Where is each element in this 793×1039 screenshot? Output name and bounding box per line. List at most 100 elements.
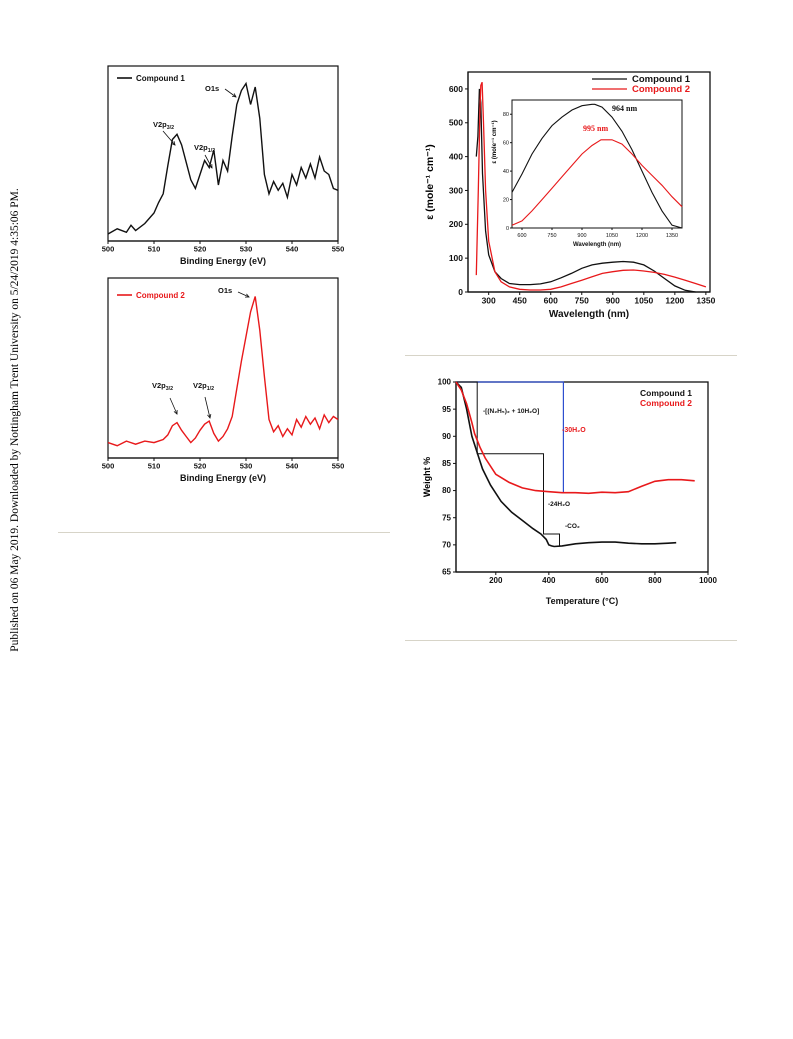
uv-inset-y-tick-label: 80 (503, 112, 509, 118)
uv-inset-y-tick-label: 20 (503, 198, 509, 204)
xps1-arrow-v2p32 (162, 130, 176, 146)
uv-x-tick-label: 300 (482, 296, 496, 306)
uv-inset-x-tick-label: 1200 (636, 233, 648, 239)
xps2-arrow-v2p32 (169, 397, 178, 415)
tga-y-tick-label: 100 (438, 378, 452, 387)
xps2-x-tick-label: 540 (286, 462, 299, 471)
tga-chart: 200 400 600 800 1000 Temperature (°C) 65 70 75 80… (422, 378, 717, 606)
xps2-annot-o1s: O1s (218, 286, 232, 295)
xps2-x-tick-label: 500 (102, 462, 115, 471)
xps1-arrow-v2p12 (204, 154, 213, 169)
uv-y-tick-label: 0 (458, 287, 463, 297)
xps2-series-line (107, 296, 339, 447)
tga-y-tick-label: 75 (442, 513, 451, 522)
xps1-x-tick-label: 500 (102, 245, 115, 254)
tga-y-axis-label: Weight % (422, 457, 432, 497)
xps2-arrow-o1s-head (244, 293, 250, 298)
xps1-legend-label: Compound 1 (136, 74, 185, 83)
uv-inset-frame (511, 99, 683, 229)
tga-legend-label-1: Compound 1 (640, 388, 692, 398)
uv-y-axis-label: ε (mole⁻¹ cm⁻¹) (424, 144, 436, 220)
uv-x-tick-label: 900 (606, 296, 620, 306)
xps1-x-tick-label: 550 (332, 245, 345, 254)
uv-x-tick-label: 750 (575, 296, 589, 306)
xps2-x-tick-label: 530 (240, 462, 253, 471)
uv-y-tick-label: 600 (449, 84, 463, 94)
uv-inset-y-tick-label: 0 (506, 226, 509, 232)
xps-compound1-chart: 500 510 520 530 540 550 Binding Energy (eV) Com… (102, 65, 345, 266)
uv-series-line-1 (475, 88, 696, 293)
divider-right-1 (405, 355, 737, 356)
tga-annot-30h2o: -30H₂O (562, 427, 586, 434)
uv-legend-label-1: Compound 1 (632, 74, 691, 85)
xps2-x-tick-label: 520 (194, 462, 207, 471)
xps1-arrow-o1s-head (231, 93, 237, 98)
xps2-arrow-v2p32-head (173, 409, 178, 415)
xps1-arrow-o1s (224, 88, 237, 98)
uv-series-line-2 (475, 81, 707, 291)
uv-inset-x-tick-label: 1050 (606, 233, 618, 239)
uv-x-axis-label: Wavelength (nm) (549, 309, 629, 320)
tga-step-blue (456, 381, 564, 494)
xps1-arrow-v2p32-head (171, 141, 176, 146)
xps2-annot-v2p12: V2p1/2 (193, 381, 214, 392)
uv-y-tick-label: 100 (449, 253, 463, 263)
uv-inset-y-tick-label: 60 (503, 141, 509, 147)
xps1-x-axis-label: Binding Energy (eV) (180, 256, 266, 266)
xps2-annot-v2p32: V2p3/2 (152, 381, 173, 392)
tga-x-tick-label: 800 (648, 576, 662, 585)
uv-inset-x-tick-label: 750 (547, 233, 556, 239)
uv-y-tick-label: 200 (449, 219, 463, 229)
tga-y-tick-label: 90 (442, 432, 451, 441)
xps1-x-tick-label: 520 (194, 245, 207, 254)
tga-annot-24h2o: -24H₂O (548, 501, 570, 508)
uv-inset-x-tick-label: 600 (517, 233, 526, 239)
uv-inset-x-axis-label: Wavelength (nm) (573, 242, 621, 248)
tga-x-tick-label: 200 (489, 576, 503, 585)
uvvis-inset-chart: 600 750 900 1050 1200 1350 Wavelength (nm) 0 20 4… (491, 99, 683, 248)
tga-y-tick-label: 95 (442, 405, 451, 414)
xps1-series-line (107, 81, 339, 235)
tga-x-tick-label: 1000 (699, 576, 717, 585)
uv-legend-label-2: Compound 2 (632, 84, 690, 95)
uv-y-tick-label: 400 (449, 151, 463, 161)
xps-compound2-chart: 500 510 520 530 540 550 Binding Energy (eV) Com… (102, 277, 344, 483)
uv-inset-annot-995: 995 nm (583, 124, 608, 133)
tga-series-line-1 (455, 381, 677, 548)
uv-inset-y-tick-label: 40 (503, 169, 509, 175)
xps2-arrow-v2p12-head (207, 414, 212, 419)
uv-inset-x-tick-label: 900 (577, 233, 586, 239)
tga-y-tick-label: 80 (442, 486, 451, 495)
tga-y-tick-label: 65 (442, 568, 451, 577)
xps1-frame (107, 65, 339, 242)
uv-inset-series-line-1 (511, 103, 683, 229)
tga-legend-label-2: Compound 2 (640, 398, 692, 408)
tga-annot-n2h5: -[(N₂H₅)₂ + 10H₂O] (483, 408, 539, 415)
divider-right-2 (405, 640, 737, 641)
uv-inset-x-tick-label: 1350 (666, 233, 678, 239)
tga-x-tick-label: 600 (595, 576, 609, 585)
xps1-x-tick-label: 510 (148, 245, 161, 254)
xps1-annot-v2p12: V2p1/2 (194, 143, 215, 154)
tga-x-axis-label: Temperature (°C) (546, 596, 618, 606)
xps1-x-tick-label: 530 (240, 245, 253, 254)
xps2-frame (107, 277, 339, 459)
xps1-x-tick-label: 540 (286, 245, 299, 254)
uv-y-tick-label: 500 (449, 118, 463, 128)
uv-x-tick-label: 600 (544, 296, 558, 306)
divider-left (58, 532, 390, 533)
xps2-arrow-v2p12 (204, 396, 211, 419)
tga-annot-co2: -CO₂ (565, 523, 580, 530)
tga-step-black (456, 381, 560, 547)
tga-series-line-2 (455, 381, 695, 495)
xps2-x-tick-label: 510 (148, 462, 161, 471)
tga-x-tick-label: 400 (542, 576, 556, 585)
xps1-annot-v2p32: V2p3/2 (153, 120, 174, 131)
xps1-annot-o1s: O1s (205, 84, 219, 93)
xps2-arrow-o1s (237, 291, 250, 298)
uv-inset-series-line-2 (511, 139, 683, 226)
tga-y-tick-label: 70 (442, 541, 451, 550)
uv-x-tick-label: 1200 (665, 296, 684, 306)
